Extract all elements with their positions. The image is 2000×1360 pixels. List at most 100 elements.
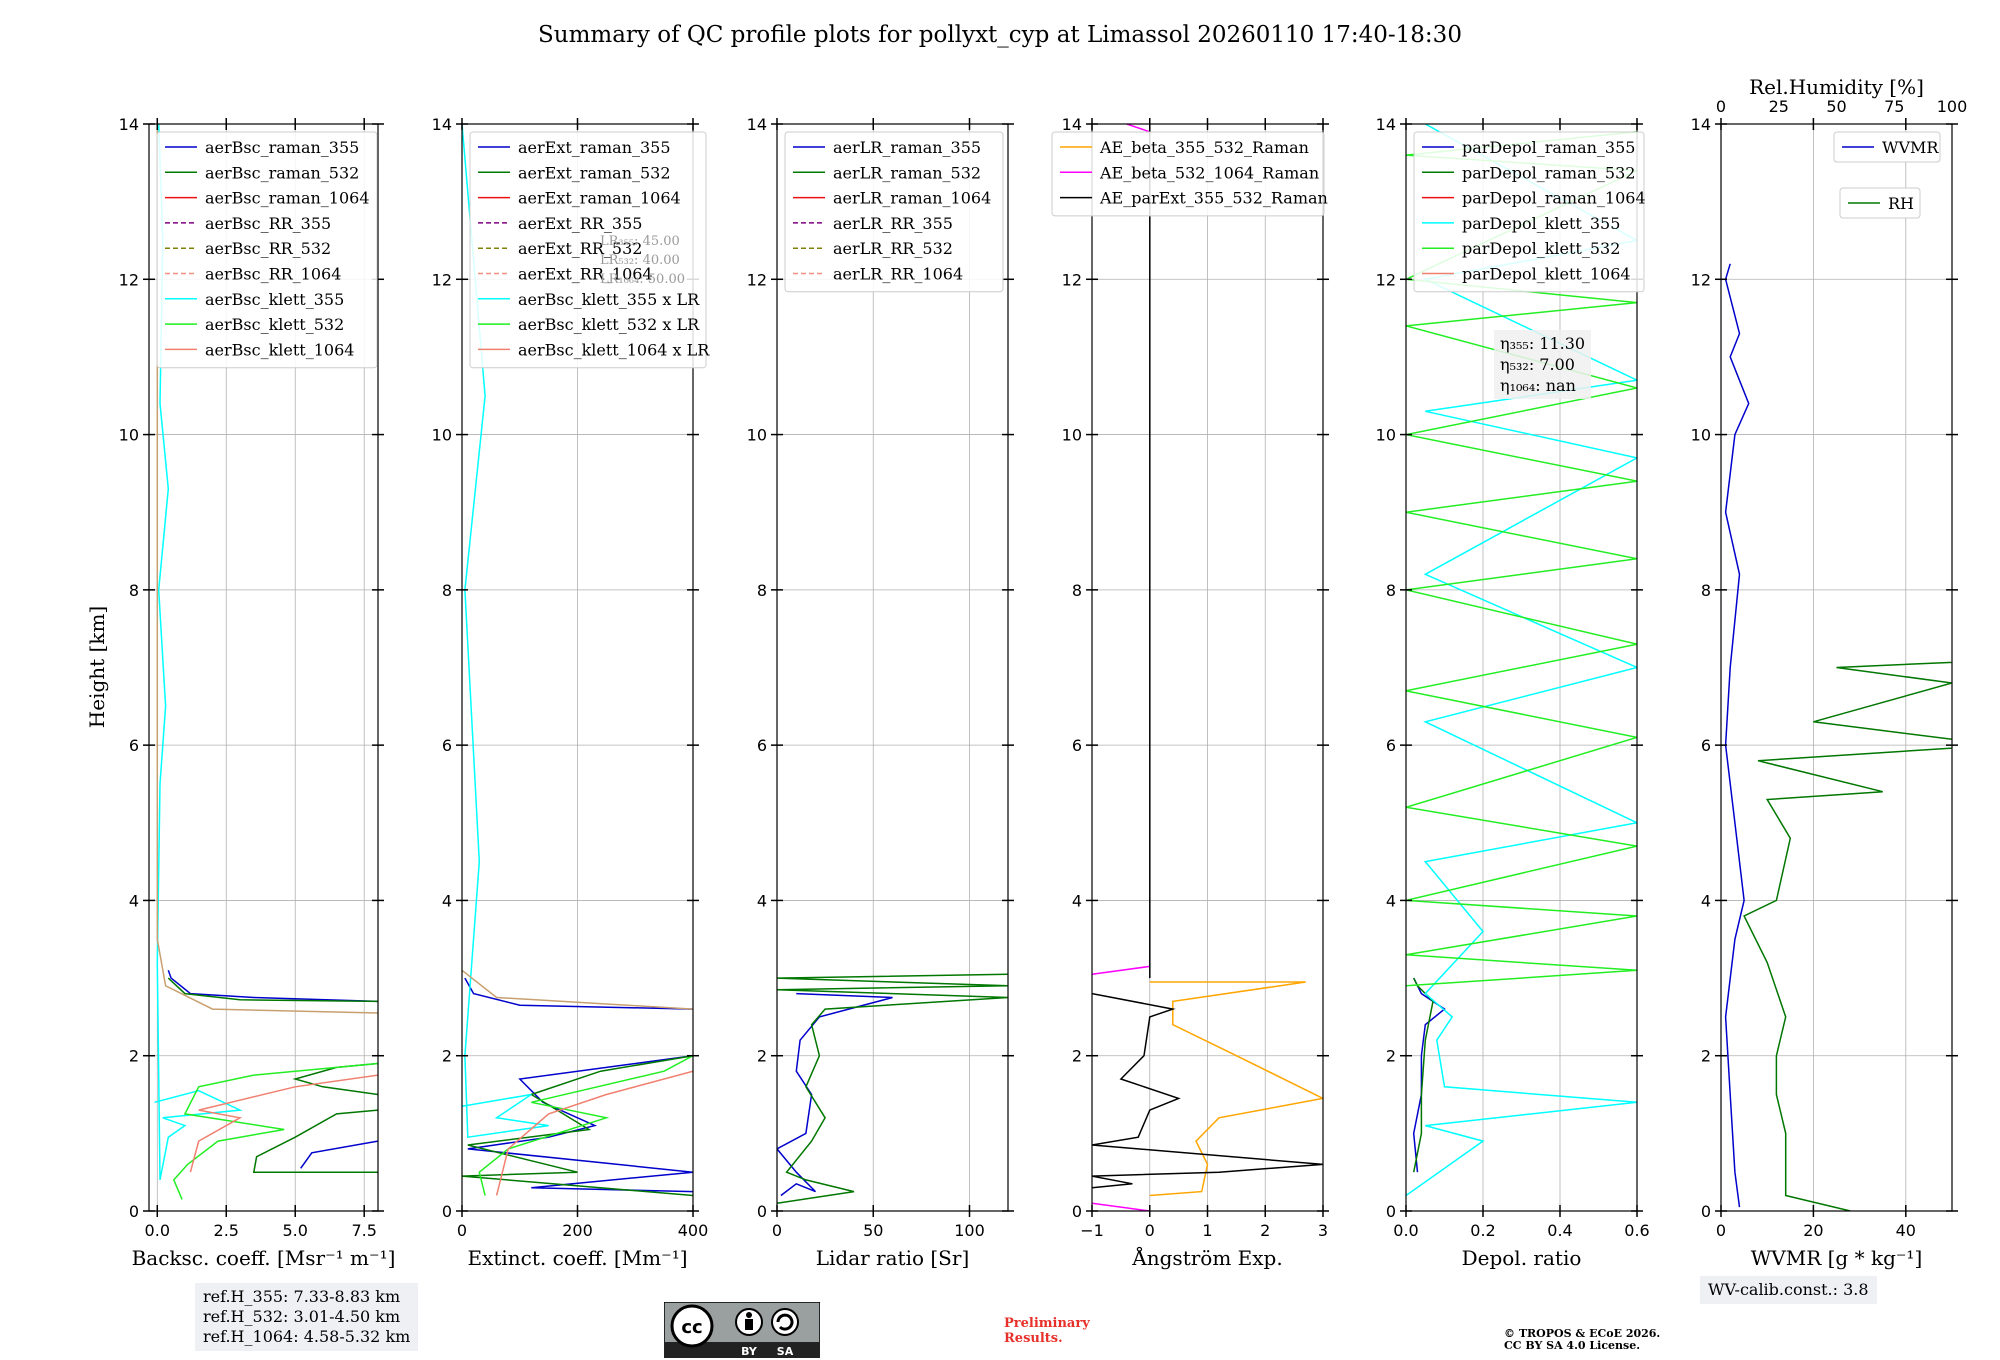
y-tick-label: 6 bbox=[1386, 736, 1396, 755]
y-tick-label: 12 bbox=[432, 270, 452, 289]
y-tick-label: 12 bbox=[1691, 270, 1711, 289]
y-tick-label: 14 bbox=[119, 115, 139, 134]
sa-icon bbox=[771, 1308, 799, 1336]
series-aerbsc-raman-532-upper bbox=[167, 977, 378, 1003]
preliminary-note: Preliminary Results. bbox=[1004, 1316, 1090, 1346]
legend-label: aerLR_raman_355 bbox=[833, 138, 981, 157]
series-aerbsc-klett-1064 x lr bbox=[495, 1070, 693, 1196]
series-rh bbox=[1743, 661, 1952, 1211]
y-tick-label: 10 bbox=[1376, 426, 1396, 445]
legend-label: aerExt_raman_355 bbox=[518, 138, 671, 157]
lr-355-label: LR₃₅₅: 45.00 bbox=[600, 234, 680, 249]
y-tick-label: 4 bbox=[1701, 891, 1711, 910]
copyright-note: © TROPOS & ECoE 2026. CC BY SA 4.0 Licen… bbox=[1504, 1328, 1660, 1352]
series-aerbsc-klett-upper bbox=[156, 124, 378, 1014]
legend-label: aerBsc_klett_355 x LR bbox=[518, 290, 700, 309]
y-tick-label: 10 bbox=[1062, 426, 1082, 445]
legend: AE_beta_355_532_Raman AE_beta_532_1064_Ra… bbox=[1051, 131, 1328, 217]
y-tick-label: 10 bbox=[747, 426, 767, 445]
top-x-tick-label: 25 bbox=[1769, 97, 1789, 116]
cc-sa-label: SA bbox=[777, 1345, 794, 1358]
figure-title: Summary of QC profile plots for pollyxt_… bbox=[538, 22, 1462, 48]
y-tick-label: 10 bbox=[1691, 426, 1711, 445]
y-tick-label: 14 bbox=[1376, 115, 1396, 134]
legend: aerLR_raman_355 aerLR_raman_532 aerLR_rama… bbox=[784, 131, 1004, 293]
legend-wvmr: WVMR bbox=[1833, 131, 1941, 163]
x-tick-label: 0.2 bbox=[1470, 1221, 1495, 1240]
x-tick-label: 2.5 bbox=[214, 1221, 239, 1240]
legend-label: parDepol_klett_355 bbox=[1462, 214, 1620, 233]
legend-label: aerExt_RR_355 bbox=[518, 214, 642, 233]
legend-label: aerLR_RR_532 bbox=[833, 239, 953, 258]
reference-height-box: ref.H_355: 7.33-8.83 km ref.H_532: 3.01-… bbox=[195, 1283, 419, 1351]
axes-frame bbox=[776, 123, 1009, 1212]
legend-label: parDepol_raman_1064 bbox=[1462, 189, 1646, 208]
series-ae-parext-355-532-raman bbox=[1092, 992, 1323, 1189]
x-tick-label: 0.0 bbox=[145, 1221, 170, 1240]
series-aerlr-raman-532 bbox=[777, 973, 1008, 1204]
series-ext-klett-upper bbox=[462, 969, 693, 1010]
legend-label: aerBsc_raman_355 bbox=[205, 138, 359, 157]
y-tick-label: 0 bbox=[442, 1202, 452, 1221]
legend-label: aerBsc_RR_1064 bbox=[205, 265, 341, 284]
legend: aerBsc_raman_355 aerBsc_raman_532 aerBsc_r… bbox=[156, 131, 378, 369]
legend-label: parDepol_klett_1064 bbox=[1462, 265, 1631, 284]
wv-calib-box: WV-calib.const.: 3.8 bbox=[1700, 1276, 1877, 1304]
series-wvmr bbox=[1724, 263, 1750, 1208]
series-aerbsc-raman-532-b bbox=[292, 1062, 378, 1096]
series-aerbsc-raman-532 bbox=[252, 1109, 378, 1173]
x-tick-label: 0 bbox=[457, 1221, 467, 1240]
lidar-ratio-annotation: LR₃₅₅: 45.00 LR₅₃₂: 40.00 LR₁₀₆₄: 50.00 bbox=[600, 232, 685, 289]
legend-label: WVMR bbox=[1882, 138, 1939, 157]
y-tick-label: 14 bbox=[1062, 115, 1082, 134]
axes-frame bbox=[148, 123, 379, 1212]
top-x-axis-label: Rel.Humidity [%] bbox=[1749, 75, 1924, 99]
legend-label: aerLR_RR_1064 bbox=[833, 265, 963, 284]
axes-frame bbox=[1405, 123, 1638, 1212]
legend-label: aerExt_raman_532 bbox=[518, 163, 671, 182]
lr-1064-label: LR₁₀₆₄: 50.00 bbox=[600, 272, 685, 287]
x-tick-label: 50 bbox=[863, 1221, 883, 1240]
y-tick-label: 8 bbox=[757, 581, 767, 600]
series-aerbsc-klett-532 x lr bbox=[478, 1055, 693, 1196]
legend: aerExt_raman_355 aerExt_raman_532 aerExt_r… bbox=[469, 131, 710, 369]
panel-lidar_ratio: 0 2 4 6 8 10 12 14 0 50 100 Lidar ratio [Sr] aerLR_r… bbox=[747, 115, 1014, 1270]
x-tick-label: 40 bbox=[1896, 1221, 1916, 1240]
y-tick-label: 6 bbox=[129, 736, 139, 755]
legend-label: aerLR_RR_355 bbox=[833, 214, 953, 233]
x-tick-label: 0.4 bbox=[1547, 1221, 1572, 1240]
series-aerbsc-raman-355-upper bbox=[167, 970, 378, 1003]
panel-water_vapor: 0 2 4 6 8 10 12 14 0 20 40 WVMR [g * kg⁻¹] 0 25 50 75 10… bbox=[1691, 75, 1968, 1270]
x-axis-label: Backsc. coeff. [Msr⁻¹ m⁻¹] bbox=[132, 1246, 396, 1270]
legend-label: parDepol_raman_355 bbox=[1462, 138, 1635, 157]
legend-label: aerBsc_klett_532 bbox=[205, 315, 344, 334]
x-axis-label: Ångström Exp. bbox=[1131, 1245, 1282, 1270]
y-tick-label: 14 bbox=[1691, 115, 1711, 134]
x-tick-label: 0 bbox=[1145, 1221, 1155, 1240]
y-tick-label: 0 bbox=[1701, 1202, 1711, 1221]
legend-label: aerBsc_RR_532 bbox=[205, 239, 331, 258]
ref-height-1064: ref.H_1064: 4.58-5.32 km bbox=[203, 1327, 411, 1346]
panel-backscatter: 0 2 4 6 8 10 12 14 0.0 2.5 5.0 7.5 Backsc. coeff. [M… bbox=[119, 115, 396, 1270]
panel-depolarization: 0 2 4 6 8 10 12 14 0.0 0.2 0.4 0.6 Depol. ratio parDe… bbox=[1376, 115, 1650, 1270]
top-x-tick-label: 50 bbox=[1826, 97, 1846, 116]
x-tick-label: 5.0 bbox=[283, 1221, 308, 1240]
series-aerbsc-klett-1064 bbox=[189, 1074, 378, 1173]
y-tick-label: 14 bbox=[432, 115, 452, 134]
legend-label: aerExt_RR_1064 bbox=[518, 265, 653, 284]
preliminary-line-1: Preliminary bbox=[1004, 1316, 1090, 1331]
y-tick-label: 2 bbox=[757, 1047, 767, 1066]
legend-label: aerBsc_raman_532 bbox=[205, 163, 359, 182]
legend-label: aerExt_raman_1064 bbox=[518, 189, 681, 208]
y-tick-label: 6 bbox=[757, 736, 767, 755]
y-tick-label: 12 bbox=[1062, 270, 1082, 289]
y-tick-label: 4 bbox=[129, 891, 139, 910]
y-tick-label: 6 bbox=[1701, 736, 1711, 755]
legend-label: aerBsc_RR_355 bbox=[205, 214, 331, 233]
y-tick-label: 6 bbox=[442, 736, 452, 755]
legend-label: aerBsc_klett_355 bbox=[205, 290, 344, 309]
series-aerext-raman-532 bbox=[462, 1054, 693, 1197]
legend-label: aerBsc_klett_1064 bbox=[205, 340, 354, 359]
y-tick-label: 4 bbox=[1072, 891, 1082, 910]
